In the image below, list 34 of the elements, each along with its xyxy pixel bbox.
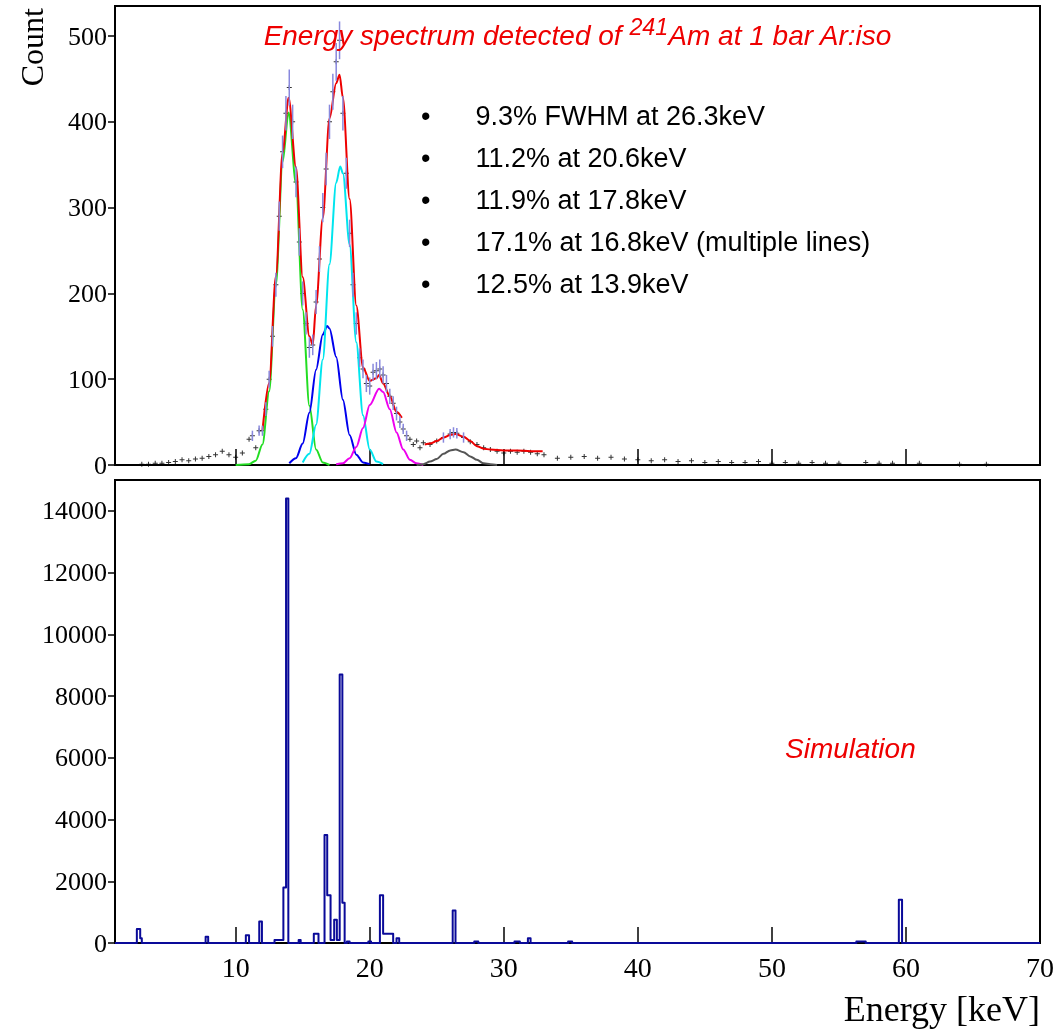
x-tick-label: 50 xyxy=(757,951,786,983)
line-series xyxy=(415,448,499,466)
y-tick-label: 10000 xyxy=(42,619,107,649)
y-axis-title: Count xyxy=(14,8,51,87)
x-tick-label: 10 xyxy=(221,951,250,983)
x-axis-title: Energy [keV] xyxy=(843,988,1040,1030)
annotation: • 11.2% at 20.6keV xyxy=(421,142,688,175)
annotation: • 9.3% FWHM at 26.3keV xyxy=(421,100,767,133)
x-tick-label: 30 xyxy=(489,951,518,983)
y-tick-label: 500 xyxy=(68,21,107,51)
y-tick-label: 0 xyxy=(94,928,107,958)
y-tick-label: 0 xyxy=(94,450,107,480)
annotation: • 11.9% at 17.8keV xyxy=(421,184,688,217)
y-tick-label: 300 xyxy=(68,193,107,223)
line-series xyxy=(288,325,371,466)
y-tick-label: 400 xyxy=(68,107,107,137)
line-series xyxy=(335,387,425,466)
y-tick-label: 6000 xyxy=(55,743,107,773)
annotation: • 17.1% at 16.8keV (multiple lines) xyxy=(421,226,871,259)
y-tick-label: 4000 xyxy=(55,805,107,835)
line-series xyxy=(301,165,385,466)
y-tick-label: 2000 xyxy=(55,866,107,896)
x-tick-label: 20 xyxy=(355,951,384,983)
y-tick-label: 8000 xyxy=(55,681,107,711)
y-tick-label: 200 xyxy=(68,278,107,308)
x-tick-label: 60 xyxy=(891,951,920,983)
y-tick-label: 12000 xyxy=(42,558,107,588)
x-tick-label: 40 xyxy=(623,951,652,983)
chart-title: Energy spectrum detected of $^{241}$Am at 1 bar Ar:iso xyxy=(262,14,893,53)
annotation: Simulation xyxy=(785,733,916,765)
x-tick-label: 70 xyxy=(1026,951,1054,983)
y-tick-label: 100 xyxy=(68,364,107,394)
annotation: • 12.5% at 13.9keV xyxy=(421,268,690,301)
y-tick-label: 14000 xyxy=(42,496,107,526)
